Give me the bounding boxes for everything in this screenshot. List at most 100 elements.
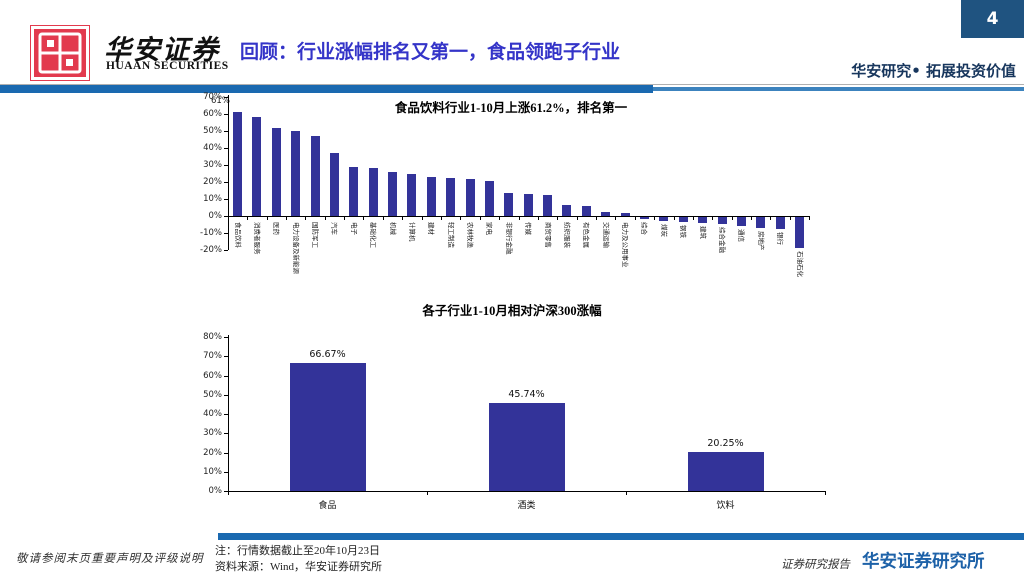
y-tick-label: -20%	[200, 245, 222, 255]
category-label: 基础化工	[369, 222, 378, 248]
y-tick-label: 50%	[203, 126, 222, 136]
page-title: 回顾：行业涨幅排名又第一，食品领跑子行业	[240, 42, 621, 63]
x-tick	[305, 216, 307, 220]
y-tick	[224, 148, 228, 149]
bar	[233, 111, 242, 216]
x-tick	[363, 216, 365, 220]
page-number: 4	[986, 9, 999, 29]
x-tick	[770, 216, 772, 220]
chart1-first-bar-value: 61%	[211, 96, 230, 106]
category-label: 建筑	[698, 226, 707, 240]
page-number-badge: 4	[961, 0, 1024, 38]
y-tick	[224, 491, 228, 492]
x-tick	[460, 216, 462, 220]
y-tick	[224, 199, 228, 200]
x-tick	[692, 216, 694, 220]
bar	[349, 167, 359, 216]
y-tick	[224, 165, 228, 166]
y-tick	[224, 433, 228, 435]
x-tick	[440, 216, 442, 220]
category-label: 饮料	[716, 500, 735, 510]
y-tick-label: 40%	[203, 409, 222, 419]
bar	[581, 206, 591, 216]
bar	[446, 177, 456, 216]
y-tick	[224, 182, 228, 183]
y-tick	[224, 97, 228, 98]
category-label: 综合	[640, 221, 649, 235]
y-tick-label: 0%	[208, 211, 223, 221]
y-tick	[224, 394, 228, 396]
y-axis	[228, 95, 229, 250]
bar	[407, 173, 417, 216]
y-tick-label: 50%	[203, 389, 222, 400]
category-label: 石油石化	[795, 251, 804, 278]
category-label: 传媒	[524, 222, 533, 235]
category-label: 钢铁	[679, 225, 688, 239]
y-axis	[228, 335, 229, 491]
bar	[388, 172, 398, 216]
category-label: 煤炭	[659, 223, 668, 237]
x-tick	[382, 216, 384, 220]
category-label: 交通运输	[601, 222, 610, 248]
y-tick-label: 10%	[203, 194, 222, 204]
y-tick-label: 60%	[203, 109, 222, 119]
category-label: 机械	[388, 222, 397, 235]
bar	[368, 168, 378, 216]
y-tick-label: 70%	[203, 92, 222, 102]
x-tick	[731, 216, 733, 220]
x-tick	[634, 216, 636, 220]
x-tick	[228, 491, 229, 495]
category-label: 电力及公用事业	[621, 222, 630, 268]
category-label: 食品饮料	[233, 222, 242, 248]
brand-name-cn: 华安证券	[104, 35, 220, 65]
x-tick	[518, 216, 520, 220]
y-tick	[224, 131, 228, 132]
y-tick-label: 60%	[203, 370, 222, 381]
y-tick	[224, 356, 228, 358]
x-tick	[247, 216, 249, 220]
bar	[620, 213, 630, 216]
bar	[736, 217, 746, 226]
y-tick-label: 30%	[203, 160, 222, 170]
footer-source: 资料来源：Wind，华安证券研究所	[215, 561, 382, 573]
x-tick	[615, 216, 617, 220]
bar	[289, 362, 366, 491]
y-tick-label: 80%	[203, 332, 222, 342]
x-tick	[626, 491, 627, 495]
y-tick	[224, 452, 228, 454]
category-label: 医药	[272, 222, 281, 235]
footer-disclaimer: 敬请参阅末页重要声明及评级说明	[16, 553, 204, 565]
bar	[717, 217, 727, 225]
bar	[310, 136, 320, 216]
bar	[543, 195, 553, 216]
header-band-left	[0, 85, 653, 93]
bar	[291, 131, 301, 216]
category-label: 电子	[349, 222, 358, 235]
x-tick	[809, 216, 811, 220]
x-tick	[712, 216, 714, 220]
x-tick	[654, 216, 656, 220]
x-tick	[344, 216, 346, 220]
x-tick	[421, 216, 423, 220]
category-label: 消费者服务	[252, 222, 261, 255]
y-tick	[224, 337, 228, 338]
x-tick	[751, 216, 753, 220]
y-tick	[224, 375, 228, 377]
category-label: 非银行金融	[504, 222, 513, 255]
chart2-title: 各子行业1-10月相对沪深300涨幅	[422, 304, 602, 318]
research-slogan: 华安研究• 拓展投资价值	[851, 62, 1016, 80]
header-band-right	[653, 87, 1024, 91]
category-label: 通信	[737, 228, 746, 242]
y-tick-label: 10%	[203, 466, 222, 477]
y-tick-label: 0%	[208, 486, 223, 496]
x-tick	[537, 216, 539, 220]
category-label: 酒类	[517, 500, 536, 510]
bar	[687, 452, 764, 491]
footer-report-type: 证券研究报告	[781, 559, 850, 571]
x-tick	[227, 216, 229, 220]
bar-value-label: 45.74%	[508, 388, 545, 400]
chart1-title: 食品饮料行业1-10月上涨61.2%，排名第一	[394, 101, 628, 115]
y-tick-label: 70%	[203, 351, 222, 362]
x-tick	[266, 216, 268, 220]
